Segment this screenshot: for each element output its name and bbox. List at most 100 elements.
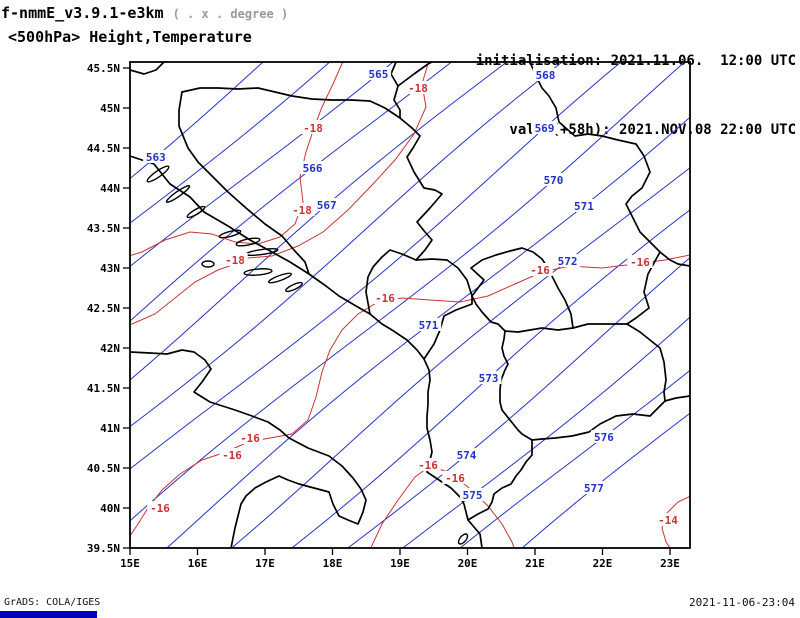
island-outline <box>146 165 170 183</box>
label-mask <box>365 67 392 80</box>
axis-ticks <box>123 67 671 555</box>
plot-border <box>129 61 691 549</box>
coast-or-border-line <box>529 62 690 267</box>
lon-tick-label: 22E <box>593 557 613 570</box>
label-mask <box>655 513 681 526</box>
label-mask <box>475 371 502 384</box>
label-mask <box>591 430 617 443</box>
height-contour-577 <box>521 412 690 548</box>
coastline-border-lines <box>130 62 690 548</box>
label-mask <box>571 199 597 212</box>
island-outline <box>235 237 261 247</box>
contour-value-label: -18 <box>303 122 323 135</box>
label-mask <box>219 448 245 461</box>
label-mask <box>415 458 441 471</box>
contour-value-label: -16 <box>150 502 170 515</box>
island-outline <box>457 533 469 545</box>
contour-value-label: 571 <box>419 319 439 332</box>
temperature-contour-line <box>130 62 344 257</box>
temperature-contour-line <box>130 254 690 537</box>
contour-value-label: -16 <box>240 432 260 445</box>
label-mask <box>237 431 263 444</box>
coast-or-border-line <box>399 117 443 261</box>
height-contour-572 <box>230 167 690 548</box>
coast-or-border-line <box>664 395 690 402</box>
contour-labels: 5635655655665675685695705715715725735745… <box>143 67 681 527</box>
contour-value-label: -16 <box>445 472 465 485</box>
label-mask <box>222 253 248 266</box>
lat-tick-label: 44N <box>100 182 120 195</box>
label-mask <box>405 81 431 94</box>
temperature-contour-line <box>130 62 430 326</box>
lat-tick-label: 44.5N <box>87 142 120 155</box>
label-mask <box>554 254 581 267</box>
label-mask <box>143 150 169 163</box>
island-outline <box>243 268 273 276</box>
lat-tick-label: 42.5N <box>87 302 120 315</box>
lat-tick-label: 39.5N <box>87 542 120 555</box>
coast-or-border-line <box>467 439 533 521</box>
contour-value-label: 568 <box>536 69 556 82</box>
label-mask <box>527 263 553 276</box>
contour-value-label: -14 <box>658 514 678 527</box>
height-contour-573 <box>290 209 690 548</box>
contour-value-label: -18 <box>408 82 428 95</box>
island-outlines <box>146 165 469 545</box>
lon-tick-label: 18E <box>323 557 343 570</box>
contour-value-label: -18 <box>292 204 312 217</box>
creation-timestamp: 2021-11-06-23:04 <box>689 596 795 609</box>
lat-tick-label: 40N <box>100 502 120 515</box>
height-contour-563 <box>130 62 264 180</box>
contour-value-label: 570 <box>544 174 564 187</box>
contour-value-label: -16 <box>530 264 550 277</box>
lat-tick-label: 42N <box>100 342 120 355</box>
lon-tick-label: 16E <box>188 557 208 570</box>
contour-value-label: 574 <box>457 449 477 462</box>
label-mask <box>453 448 480 461</box>
lat-tick-label: 45.5N <box>87 62 120 75</box>
coast-or-border-line <box>365 249 417 315</box>
axis-tick-labels: 45.5N 45N 44.5N 44N 43.5N 43N 42.5N 42N 41.5N 41N… <box>87 62 680 570</box>
lon-tick-label: 17E <box>255 557 275 570</box>
height-contour-568 <box>130 62 564 428</box>
coast-or-border-line <box>397 62 433 87</box>
height-contour-574 <box>347 256 690 548</box>
coast-or-border-line <box>415 258 473 297</box>
header-model-line: f-nmmE_v3.9.1-e3km ( . x . degree ) <box>1 4 288 22</box>
island-outline <box>201 260 215 268</box>
coast-or-border-line <box>181 87 401 119</box>
height-contour-576 <box>459 369 690 548</box>
coast-or-border-line <box>572 251 661 329</box>
label-mask <box>299 161 326 174</box>
contour-value-label: 563 <box>146 151 166 164</box>
logo-bar <box>0 611 97 618</box>
lat-tick-label: 40.5N <box>87 462 120 475</box>
lon-tick-label: 23E <box>660 557 680 570</box>
label-mask <box>314 198 340 211</box>
grid-note-text: ( . x . degree ) <box>172 7 289 21</box>
label-mask <box>300 121 326 134</box>
model-version-text: f-nmmE_v3.9.1-e3km <box>1 4 164 22</box>
temperature-contour-lines <box>130 62 690 548</box>
lon-tick-label: 21E <box>525 557 545 570</box>
island-outline <box>186 205 206 219</box>
coast-or-border-line <box>423 295 473 360</box>
contour-value-label: -16 <box>630 256 650 269</box>
height-contour-lines <box>130 62 690 548</box>
height-contour-564 <box>130 62 331 224</box>
contour-value-label: 569 <box>535 122 555 135</box>
label-mask <box>415 318 442 331</box>
lat-tick-label: 41.5N <box>87 382 120 395</box>
coast-or-border-line <box>626 323 667 402</box>
coast-or-border-line <box>130 349 367 548</box>
label-mask <box>147 501 173 514</box>
label-mask <box>532 68 559 81</box>
contour-value-label: -18 <box>225 254 245 267</box>
init-time-text: initialisation: 2021.11.06. 12:00 UTC <box>475 53 796 69</box>
lat-tick-label: 43.5N <box>87 222 120 235</box>
contour-value-label: -16 <box>418 459 438 472</box>
lon-tick-label: 15E <box>120 557 140 570</box>
height-contour-570 <box>130 62 686 522</box>
contour-value-label: -16 <box>375 292 395 305</box>
